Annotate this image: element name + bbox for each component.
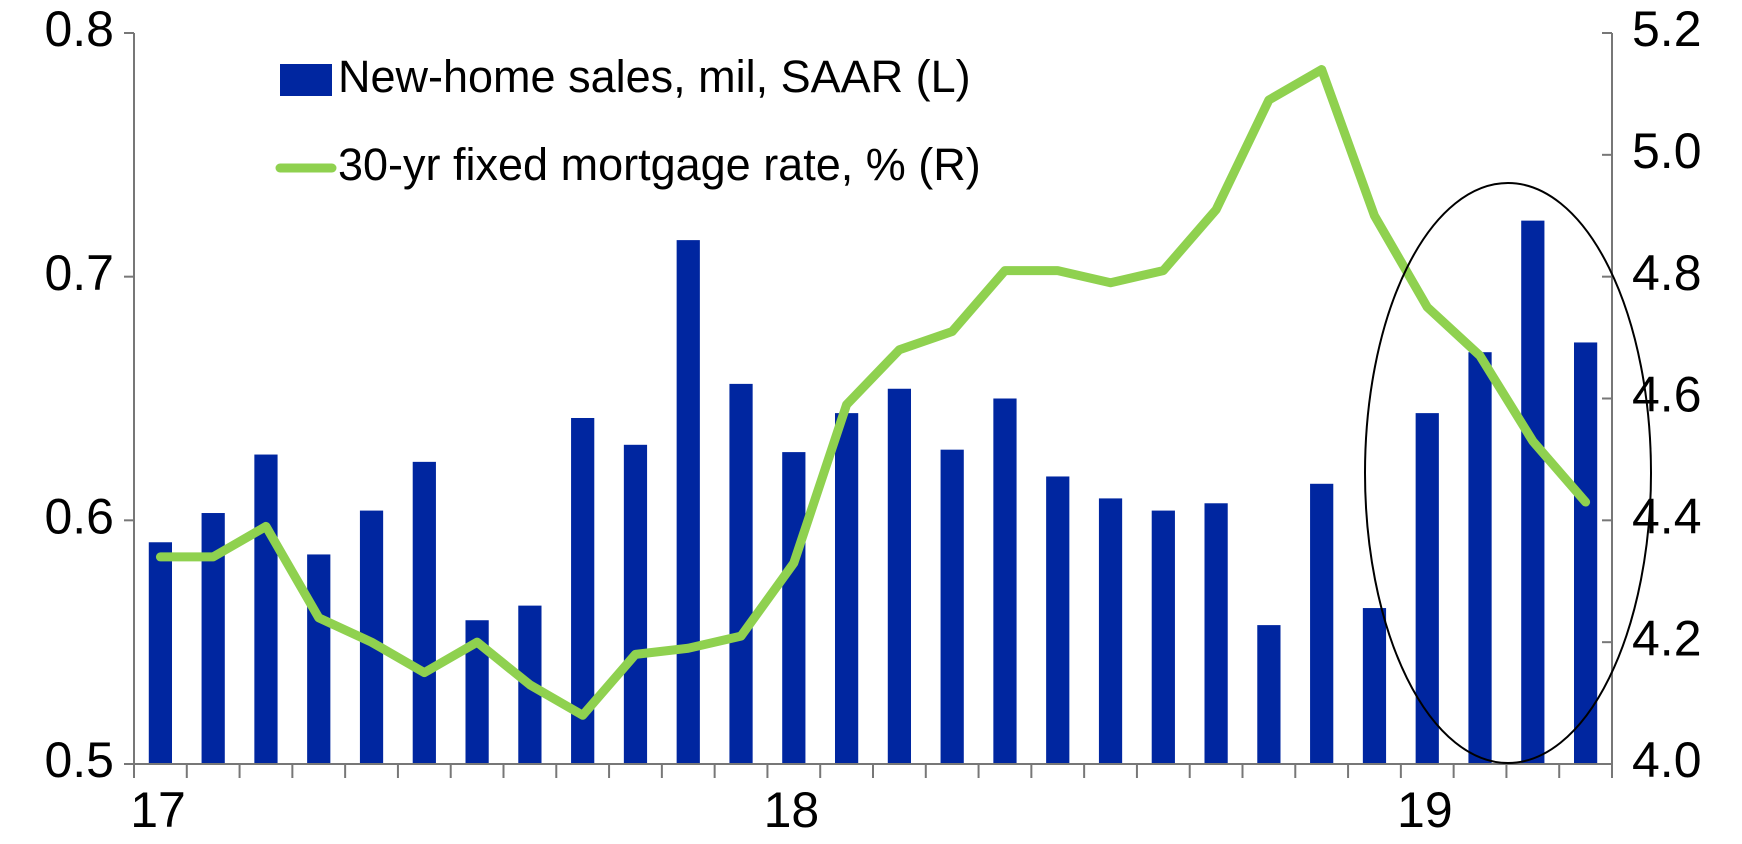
- bar: [993, 398, 1017, 764]
- bar: [1098, 498, 1123, 764]
- y2-tick-label: 4.0: [1632, 732, 1702, 788]
- bar: [1573, 342, 1598, 764]
- bar: [940, 449, 964, 764]
- bar: [834, 413, 859, 764]
- legend-label: 30-yr fixed mortgage rate, % (R): [338, 139, 981, 190]
- legend-label: New-home sales, mil, SAAR (L): [338, 51, 971, 102]
- x-tick-label: 19: [1397, 782, 1453, 838]
- bar: [254, 454, 278, 764]
- bar: [148, 542, 173, 764]
- y2-tick-label: 5.2: [1632, 1, 1702, 57]
- bar: [1362, 608, 1387, 764]
- y-tick-label: 0.8: [44, 1, 114, 57]
- y-tick-label: 0.7: [44, 245, 114, 301]
- bar: [307, 554, 331, 764]
- bar: [676, 240, 700, 764]
- y2-tick-label: 4.8: [1632, 245, 1702, 301]
- bar: [1046, 476, 1070, 764]
- legend-swatch: [280, 64, 332, 96]
- annotation-ellipse: [1364, 182, 1652, 764]
- bar: [465, 620, 489, 764]
- bar: [1204, 503, 1228, 764]
- bar: [623, 444, 648, 764]
- bar: [1468, 352, 1492, 764]
- bar: [1257, 625, 1281, 764]
- y2-tick-label: 4.2: [1632, 610, 1702, 666]
- bar: [1415, 413, 1439, 764]
- y2-tick-label: 4.4: [1632, 489, 1702, 545]
- bar: [1151, 510, 1175, 764]
- bar: [1521, 220, 1545, 764]
- line: [155, 65, 1591, 720]
- bar: [201, 513, 225, 764]
- bar: [782, 452, 806, 764]
- bar: [1310, 483, 1334, 764]
- y-tick-label: 0.5: [44, 732, 114, 788]
- x-tick-label: 18: [764, 782, 820, 838]
- y-tick-label: 0.6: [44, 489, 114, 545]
- bar: [729, 383, 753, 764]
- x-tick-label: 17: [130, 782, 186, 838]
- bar: [571, 417, 595, 764]
- bar: [887, 388, 912, 764]
- y2-tick-label: 5.0: [1632, 123, 1702, 179]
- bar: [412, 461, 436, 764]
